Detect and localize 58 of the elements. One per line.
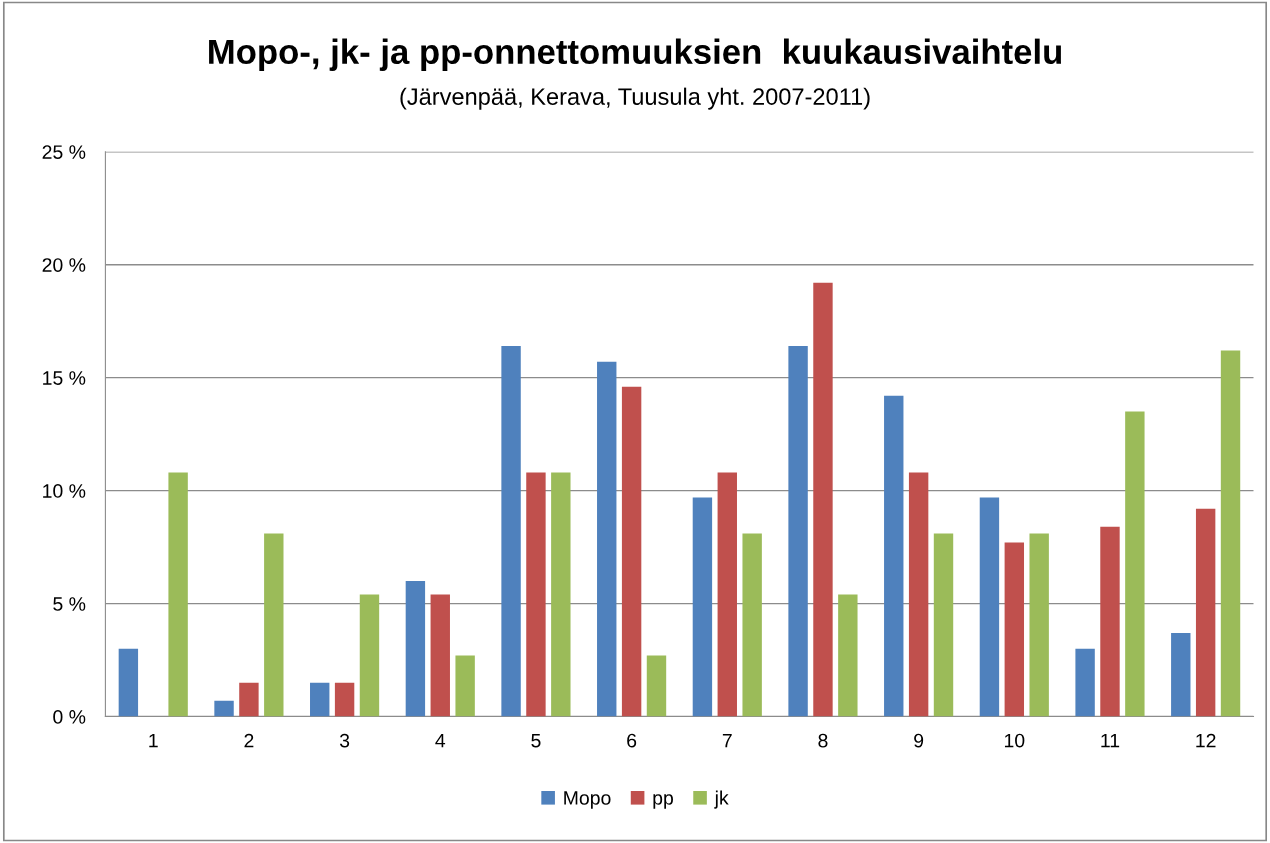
bar xyxy=(1171,632,1191,717)
x-tick-label: 7 xyxy=(722,733,732,748)
bar xyxy=(334,682,355,717)
x-tick-label: 5 xyxy=(531,733,541,748)
bar xyxy=(933,533,954,717)
bar xyxy=(168,472,188,717)
bar xyxy=(884,395,904,717)
x-tick-label: 1 xyxy=(149,733,158,748)
x-tick-label: 3 xyxy=(339,733,350,748)
x-tick-label: 11 xyxy=(1101,733,1120,748)
bar xyxy=(597,361,617,717)
bar xyxy=(692,497,713,717)
bar xyxy=(455,655,475,717)
bar xyxy=(501,346,521,717)
bar xyxy=(1004,542,1025,717)
bar xyxy=(118,648,139,717)
bar xyxy=(551,472,571,717)
bar xyxy=(526,472,546,717)
bar xyxy=(264,533,284,717)
y-tick-label: 15 % xyxy=(43,371,86,385)
bar xyxy=(359,594,380,717)
bar xyxy=(310,682,330,717)
y-tick-label: 5 % xyxy=(53,597,86,611)
bar xyxy=(1075,648,1095,717)
x-tick-label: 9 xyxy=(914,733,924,748)
x-tick-label: 10 xyxy=(1004,733,1025,748)
x-tick-label: 8 xyxy=(818,733,828,748)
x-tick-label: 4 xyxy=(435,733,446,748)
bar xyxy=(239,682,259,717)
bar xyxy=(813,282,833,717)
legend-label: jk xyxy=(714,790,729,809)
bar xyxy=(405,581,426,717)
bar xyxy=(838,594,858,717)
bar xyxy=(1195,508,1216,717)
bar xyxy=(742,533,762,717)
bar xyxy=(621,386,642,717)
y-tick-label: 20 % xyxy=(42,258,86,272)
chart-title: Mopo-, jk- ja pp-onnettomuuksien kuukausivaihtelu xyxy=(209,38,1062,71)
bar xyxy=(430,594,450,717)
bar xyxy=(214,700,234,717)
x-tick-label: 12 xyxy=(1196,733,1216,748)
bar xyxy=(979,497,1000,717)
chart-subtitle: (Järvenpää, Kerava, Tuusula yht. 2007-2011) xyxy=(400,87,870,110)
legend-label: Mopo xyxy=(564,791,611,809)
bar xyxy=(646,655,667,717)
x-tick-label: 2 xyxy=(244,733,254,748)
bar xyxy=(1220,350,1241,717)
bar xyxy=(1100,526,1120,717)
bar xyxy=(1125,411,1145,717)
bar xyxy=(1029,533,1049,717)
bar xyxy=(717,472,737,717)
bar xyxy=(908,472,929,717)
y-tick-label: 10 % xyxy=(43,484,86,498)
y-tick-label: 0 % xyxy=(53,710,86,724)
bar xyxy=(788,346,808,717)
x-tick-label: 6 xyxy=(627,733,637,748)
legend-label: pp xyxy=(653,794,673,809)
y-tick-label: 25 % xyxy=(42,145,86,159)
